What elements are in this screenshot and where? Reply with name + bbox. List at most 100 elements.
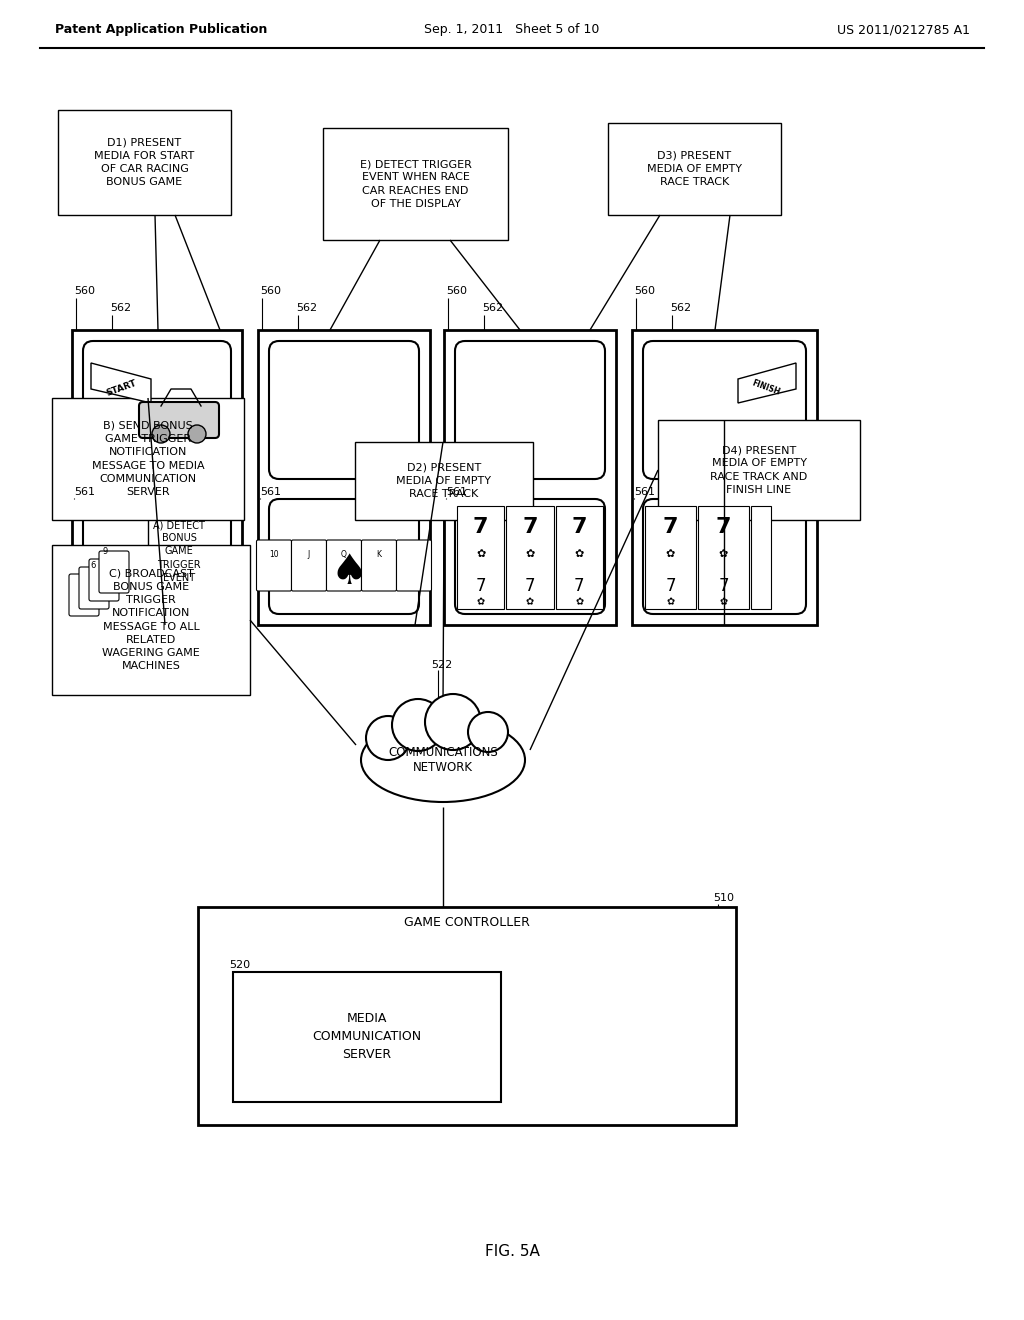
Text: 7: 7 xyxy=(475,577,486,595)
Ellipse shape xyxy=(361,718,525,803)
Bar xyxy=(645,506,696,609)
Text: 7: 7 xyxy=(524,577,536,595)
FancyBboxPatch shape xyxy=(455,341,605,479)
Text: 520: 520 xyxy=(229,960,250,970)
Circle shape xyxy=(468,711,508,752)
Bar xyxy=(444,330,616,624)
FancyBboxPatch shape xyxy=(327,540,361,591)
Text: ✿: ✿ xyxy=(666,549,675,558)
Text: 10: 10 xyxy=(269,550,279,558)
Text: 7: 7 xyxy=(522,517,538,537)
FancyBboxPatch shape xyxy=(83,499,231,614)
Text: D2) PRESENT
MEDIA OF EMPTY
RACE TRACK: D2) PRESENT MEDIA OF EMPTY RACE TRACK xyxy=(396,463,492,499)
Bar xyxy=(556,506,603,609)
Polygon shape xyxy=(91,363,151,403)
Text: 7: 7 xyxy=(666,577,676,595)
Text: 7: 7 xyxy=(718,577,729,595)
Text: 561: 561 xyxy=(260,487,281,498)
FancyBboxPatch shape xyxy=(69,574,99,616)
Text: ✿: ✿ xyxy=(526,597,535,607)
Text: ✿: ✿ xyxy=(476,597,484,607)
Text: 561: 561 xyxy=(634,487,655,498)
Bar xyxy=(198,907,736,1125)
Bar xyxy=(355,442,534,520)
FancyBboxPatch shape xyxy=(83,341,231,479)
Text: ✿: ✿ xyxy=(525,549,535,558)
Text: 562: 562 xyxy=(296,304,317,313)
Bar xyxy=(52,545,250,696)
FancyBboxPatch shape xyxy=(455,499,605,614)
Circle shape xyxy=(188,425,206,444)
Text: B) SEND BONUS
GAME TRIGGER
NOTIFICATION
MESSAGE TO MEDIA
COMMUNICATION
SERVER: B) SEND BONUS GAME TRIGGER NOTIFICATION … xyxy=(92,421,205,498)
Bar xyxy=(632,330,817,624)
Bar xyxy=(233,972,501,1102)
FancyBboxPatch shape xyxy=(292,540,327,591)
FancyBboxPatch shape xyxy=(139,403,219,438)
Text: A) DETECT
BONUS
GAME
TRIGGER
EVENT: A) DETECT BONUS GAME TRIGGER EVENT xyxy=(154,520,205,583)
Text: 6: 6 xyxy=(90,561,95,570)
Text: US 2011/0212785 A1: US 2011/0212785 A1 xyxy=(837,24,970,37)
Text: J: J xyxy=(308,550,310,558)
FancyBboxPatch shape xyxy=(99,550,129,593)
Text: START: START xyxy=(104,379,137,397)
Text: E) DETECT TRIGGER
EVENT WHEN RACE
CAR REACHES END
OF THE DISPLAY: E) DETECT TRIGGER EVENT WHEN RACE CAR RE… xyxy=(359,160,471,209)
Circle shape xyxy=(392,700,444,751)
Text: 560: 560 xyxy=(634,286,655,296)
Polygon shape xyxy=(738,363,796,403)
Bar xyxy=(658,420,860,520)
Text: MEDIA
COMMUNICATION
SERVER: MEDIA COMMUNICATION SERVER xyxy=(312,1012,422,1061)
Text: 562: 562 xyxy=(110,304,131,313)
Text: FIG. 5A: FIG. 5A xyxy=(484,1245,540,1259)
Bar xyxy=(698,506,749,609)
Text: Q: Q xyxy=(341,550,347,558)
Text: 7: 7 xyxy=(571,517,587,537)
Bar xyxy=(457,506,505,609)
Text: ✿: ✿ xyxy=(575,597,584,607)
FancyBboxPatch shape xyxy=(643,341,806,479)
Text: FINISH: FINISH xyxy=(751,379,781,397)
Circle shape xyxy=(152,425,170,444)
Text: ✿: ✿ xyxy=(574,549,584,558)
FancyBboxPatch shape xyxy=(643,499,806,614)
Bar xyxy=(608,123,781,215)
FancyBboxPatch shape xyxy=(79,568,109,609)
FancyBboxPatch shape xyxy=(269,499,419,614)
Text: 560: 560 xyxy=(74,286,95,296)
Text: D4) PRESENT
MEDIA OF EMPTY
RACE TRACK AND
FINISH LINE: D4) PRESENT MEDIA OF EMPTY RACE TRACK AN… xyxy=(711,445,808,495)
Text: Patent Application Publication: Patent Application Publication xyxy=(55,24,267,37)
Text: 561: 561 xyxy=(446,487,467,498)
Text: D3) PRESENT
MEDIA OF EMPTY
RACE TRACK: D3) PRESENT MEDIA OF EMPTY RACE TRACK xyxy=(647,150,742,187)
Text: 7: 7 xyxy=(716,517,731,537)
Text: K: K xyxy=(377,550,382,558)
Text: ♠: ♠ xyxy=(331,550,368,593)
Bar xyxy=(72,330,242,624)
Bar xyxy=(52,399,244,520)
Text: C) BROADCAST
BONUS GAME
TRIGGER
NOTIFICATION
MESSAGE TO ALL
RELATED
WAGERING GAM: C) BROADCAST BONUS GAME TRIGGER NOTIFICA… xyxy=(102,569,200,671)
FancyBboxPatch shape xyxy=(396,540,431,591)
Text: 560: 560 xyxy=(446,286,467,296)
Bar xyxy=(258,330,430,624)
Text: ✿: ✿ xyxy=(719,549,728,558)
Text: COMMUNICATIONS
NETWORK: COMMUNICATIONS NETWORK xyxy=(388,746,498,774)
Text: 522: 522 xyxy=(431,660,453,671)
Bar xyxy=(506,506,554,609)
Text: 562: 562 xyxy=(670,304,691,313)
Text: 7: 7 xyxy=(574,577,585,595)
Text: GAME CONTROLLER: GAME CONTROLLER xyxy=(404,916,530,929)
Bar xyxy=(751,506,771,609)
FancyBboxPatch shape xyxy=(269,341,419,479)
Text: 560: 560 xyxy=(260,286,281,296)
Text: 7: 7 xyxy=(473,517,488,537)
Text: Sep. 1, 2011   Sheet 5 of 10: Sep. 1, 2011 Sheet 5 of 10 xyxy=(424,24,600,37)
Bar xyxy=(58,110,231,215)
Text: ✿: ✿ xyxy=(667,597,675,607)
Text: 7: 7 xyxy=(663,517,678,537)
Text: 9: 9 xyxy=(102,548,108,557)
Bar xyxy=(323,128,508,240)
Text: ✿: ✿ xyxy=(720,597,728,607)
Text: 562: 562 xyxy=(482,304,503,313)
Circle shape xyxy=(425,694,481,750)
FancyBboxPatch shape xyxy=(361,540,396,591)
FancyBboxPatch shape xyxy=(256,540,292,591)
FancyBboxPatch shape xyxy=(89,558,119,601)
